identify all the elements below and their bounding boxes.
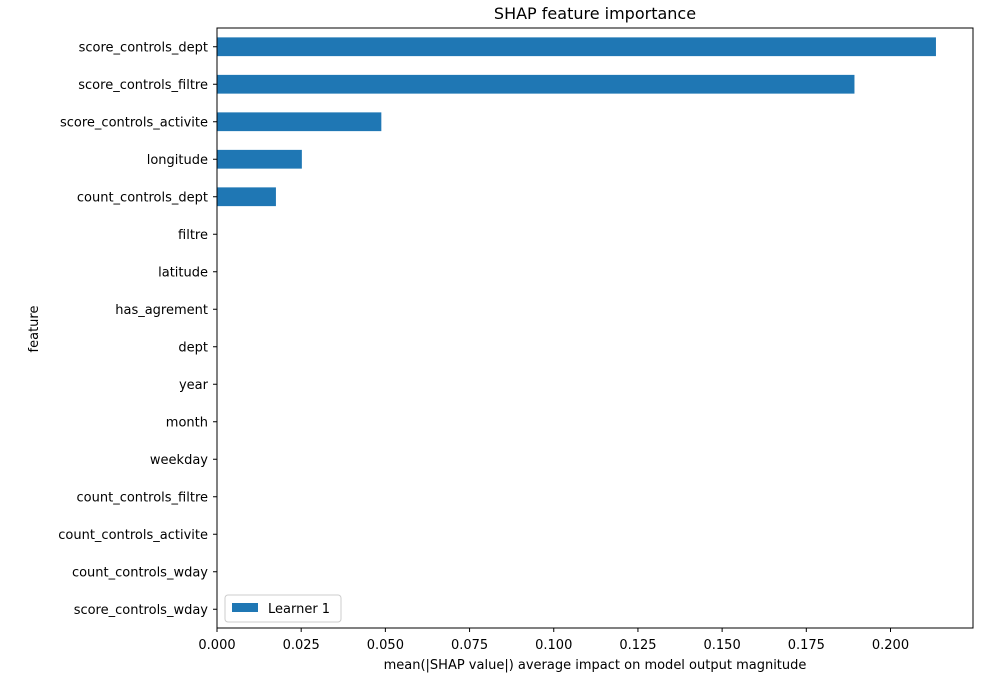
y-tick-label: score_controls_wday	[74, 603, 209, 618]
x-ticks-group: 0.000 0.025 0.050 0.075 0.100 0.125 0.150 0.175…	[198, 628, 909, 653]
legend: Learner 1	[224, 594, 342, 623]
y-tick-label: month	[166, 415, 208, 430]
y-tick-label: has_agrement	[115, 303, 208, 318]
bar-score-controls-dept	[217, 37, 936, 57]
chart-title: SHAP feature importance	[494, 4, 696, 23]
bar-count-controls-dept	[217, 187, 276, 207]
x-tick-label: 0.050	[367, 638, 404, 653]
legend-swatch	[232, 603, 258, 612]
y-tick-label: count_controls_wday	[72, 565, 208, 580]
y-tick-label: score_controls_filtre	[78, 78, 208, 93]
bar-longitude	[217, 149, 302, 169]
x-tick-label: 0.150	[704, 638, 741, 653]
y-tick-label: score_controls_dept	[79, 40, 208, 55]
x-tick-label: 0.125	[619, 638, 656, 653]
bar-score-controls-filtre	[217, 74, 855, 94]
bar-score-controls-activite	[217, 112, 382, 132]
y-tick-label: year	[179, 378, 209, 393]
x-tick-label: 0.200	[872, 638, 909, 653]
x-tick-label: 0.175	[788, 638, 825, 653]
y-tick-label: longitude	[147, 153, 208, 168]
y-tick-label: count_controls_dept	[77, 190, 208, 205]
legend-label: Learner 1	[268, 602, 330, 617]
legend-box	[224, 594, 342, 623]
y-tick-label: latitude	[158, 265, 208, 280]
y-tick-label: count_controls_activite	[58, 528, 208, 543]
x-tick-label: 0.025	[283, 638, 320, 653]
plot-area-frame	[216, 27, 974, 629]
y-tick-label: count_controls_filtre	[77, 490, 208, 505]
y-tick-labels-group: score_controls_dept score_controls_filtre…	[58, 40, 217, 618]
y-tick-label: score_controls_activite	[60, 115, 208, 130]
y-tick-label: weekday	[150, 453, 208, 468]
y-tick-label: dept	[178, 340, 208, 355]
x-axis-label: mean(|SHAP value|) average impact on mod…	[384, 658, 807, 673]
y-tick-label: filtre	[178, 228, 208, 243]
x-tick-label: 0.000	[198, 638, 235, 653]
bars-group	[217, 37, 936, 207]
y-axis-label: feature	[27, 306, 42, 353]
x-tick-label: 0.100	[535, 638, 572, 653]
x-tick-label: 0.075	[451, 638, 488, 653]
